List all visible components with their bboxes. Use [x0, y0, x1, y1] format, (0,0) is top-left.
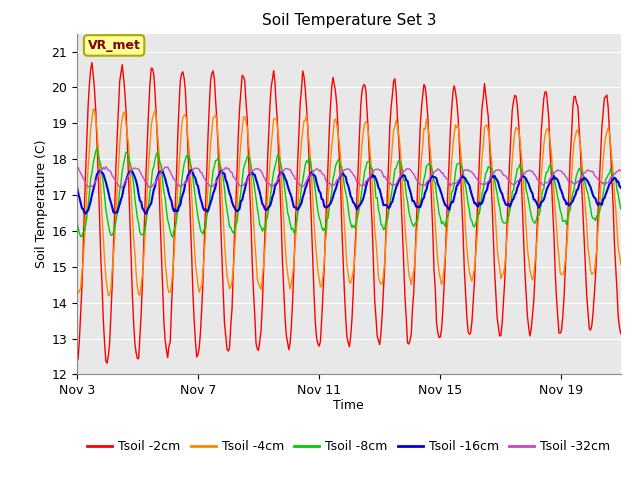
Tsoil -8cm [506, 208, 513, 214]
Tsoil -4cm [574, 127, 582, 132]
Line: Tsoil -4cm: Tsoil -4cm [77, 109, 621, 296]
Tsoil -4cm [495, 257, 502, 263]
Line: Tsoil -8cm: Tsoil -8cm [77, 148, 621, 237]
Tsoil -4cm [104, 293, 112, 299]
Tsoil -32cm [73, 165, 81, 170]
Tsoil -2cm [453, 98, 461, 104]
Tsoil -16cm [115, 205, 122, 211]
Tsoil -2cm [88, 60, 96, 65]
Tsoil -2cm [117, 70, 125, 76]
Tsoil -16cm [391, 189, 399, 195]
Tsoil -4cm [617, 262, 625, 267]
Tsoil -16cm [73, 183, 81, 189]
Tsoil -4cm [90, 106, 97, 112]
X-axis label: Time: Time [333, 398, 364, 411]
Tsoil -2cm [495, 324, 502, 330]
Tsoil -8cm [574, 168, 582, 174]
Tsoil -8cm [391, 166, 399, 172]
Line: Tsoil -32cm: Tsoil -32cm [77, 167, 621, 188]
Tsoil -16cm [188, 168, 195, 173]
Tsoil -16cm [142, 211, 150, 216]
Tsoil -2cm [73, 360, 81, 365]
Tsoil -2cm [574, 103, 582, 109]
Tsoil -16cm [506, 204, 513, 209]
Tsoil -8cm [116, 187, 124, 193]
Tsoil -16cm [574, 186, 582, 192]
Tsoil -2cm [103, 360, 111, 366]
Tsoil -16cm [495, 180, 502, 186]
Tsoil -4cm [506, 197, 513, 203]
Tsoil -2cm [506, 156, 513, 162]
Tsoil -8cm [617, 206, 625, 212]
Tsoil -32cm [495, 167, 502, 172]
Tsoil -4cm [117, 124, 125, 130]
Tsoil -32cm [453, 180, 461, 186]
Y-axis label: Soil Temperature (C): Soil Temperature (C) [35, 140, 49, 268]
Tsoil -8cm [453, 162, 461, 168]
Tsoil -32cm [102, 164, 109, 169]
Tsoil -2cm [617, 331, 625, 336]
Tsoil -4cm [391, 124, 399, 130]
Tsoil -16cm [617, 185, 625, 191]
Tsoil -32cm [506, 179, 513, 184]
Tsoil -32cm [391, 182, 399, 188]
Tsoil -8cm [495, 199, 502, 205]
Tsoil -32cm [116, 184, 124, 190]
Line: Tsoil -16cm: Tsoil -16cm [77, 170, 621, 214]
Tsoil -8cm [169, 234, 177, 240]
Tsoil -8cm [73, 216, 81, 222]
Tsoil -32cm [617, 168, 625, 173]
Tsoil -32cm [574, 178, 582, 184]
Tsoil -8cm [93, 145, 101, 151]
Tsoil -4cm [453, 125, 461, 131]
Legend: Tsoil -2cm, Tsoil -4cm, Tsoil -8cm, Tsoil -16cm, Tsoil -32cm: Tsoil -2cm, Tsoil -4cm, Tsoil -8cm, Tsoi… [82, 435, 616, 458]
Tsoil -4cm [73, 286, 81, 291]
Line: Tsoil -2cm: Tsoil -2cm [77, 62, 621, 363]
Tsoil -32cm [117, 185, 125, 191]
Title: Soil Temperature Set 3: Soil Temperature Set 3 [262, 13, 436, 28]
Text: VR_met: VR_met [88, 39, 141, 52]
Tsoil -16cm [453, 183, 461, 189]
Tsoil -2cm [391, 76, 399, 82]
